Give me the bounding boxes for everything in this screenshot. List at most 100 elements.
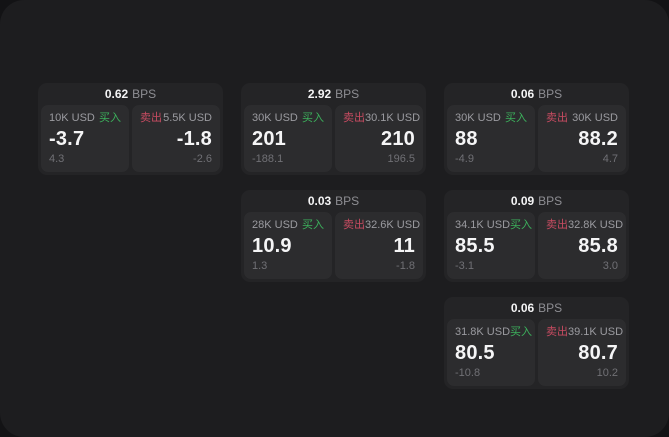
quote-panels: 30K USD 买入 201 -188.1 卖出 30.1K USD 210 1… (244, 105, 423, 172)
sell-side-label: 卖出 (546, 112, 568, 124)
sell-price: 11 (393, 235, 415, 257)
buy-panel-header: 30K USD 买入 (455, 112, 527, 125)
sell-quote-panel[interactable]: 卖出 30.1K USD 210 196.5 (335, 105, 423, 172)
sell-quote-panel[interactable]: 卖出 5.5K USD -1.8 -2.6 (132, 105, 220, 172)
sell-panel-header: 卖出 32.6K USD (343, 219, 420, 232)
buy-side-label: 买入 (302, 112, 324, 124)
buy-panel-header: 10K USD 买入 (49, 112, 121, 125)
sell-side-label: 卖出 (343, 219, 365, 231)
buy-quote-panel[interactable]: 30K USD 买入 88 -4.9 (447, 105, 535, 172)
buy-sub-value: 1.3 (252, 259, 268, 272)
buy-panel-header: 31.8K USD 买入 (455, 326, 532, 339)
sell-panel-header: 卖出 39.1K USD (546, 326, 623, 339)
buy-side-label: 买入 (505, 112, 527, 124)
sell-side-label: 卖出 (546, 219, 568, 231)
sell-notional-amount: 30.1K USD (365, 112, 421, 124)
sell-quote-panel[interactable]: 卖出 30K USD 88.2 4.7 (538, 105, 626, 172)
sell-notional-amount: 32.8K USD (568, 219, 624, 231)
quote-cards-grid: 0.62 BPS 10K USD 买入 -3.7 4.3 卖出 5.5K USD… (38, 83, 629, 389)
buy-sub-value: -188.1 (252, 152, 284, 165)
sell-notional-amount: 30K USD (572, 112, 618, 124)
buy-quote-panel[interactable]: 28K USD 买入 10.9 1.3 (244, 212, 332, 279)
quote-card: 0.09 BPS 34.1K USD 买入 85.5 -3.1 卖出 32.8K… (444, 190, 629, 282)
quote-card: 2.92 BPS 30K USD 买入 201 -188.1 卖出 30.1K … (241, 83, 426, 175)
card-header: 0.06 BPS (447, 83, 626, 105)
bps-unit-label: BPS (335, 194, 360, 208)
quote-card: 0.03 BPS 28K USD 买入 10.9 1.3 卖出 32.6K US… (241, 190, 426, 282)
bps-spread-value: 0.62 (104, 87, 129, 101)
bps-unit-label: BPS (538, 301, 563, 315)
buy-sub-value: -10.8 (455, 366, 481, 379)
buy-notional-amount: 31.8K USD (455, 326, 511, 338)
bps-spread-value: 0.06 (510, 301, 535, 315)
buy-notional-amount: 30K USD (455, 112, 501, 124)
sell-side-label: 卖出 (546, 326, 568, 338)
buy-quote-panel[interactable]: 31.8K USD 买入 80.5 -10.8 (447, 319, 535, 386)
buy-price: -3.7 (49, 128, 85, 150)
card-header: 0.06 BPS (447, 297, 626, 319)
sell-sub-value: 196.5 (387, 152, 415, 165)
quote-card: 0.06 BPS 30K USD 买入 88 -4.9 卖出 30K USD 8… (444, 83, 629, 175)
buy-side-label: 买入 (510, 219, 533, 231)
buy-price: 85.5 (455, 235, 495, 257)
sell-price: 80.7 (578, 342, 618, 364)
quote-card: 0.62 BPS 10K USD 买入 -3.7 4.3 卖出 5.5K USD… (38, 83, 223, 175)
buy-notional-amount: 28K USD (252, 219, 298, 231)
buy-quote-panel[interactable]: 10K USD 买入 -3.7 4.3 (41, 105, 129, 172)
sell-price: 210 (381, 128, 415, 150)
buy-panel-header: 34.1K USD 买入 (455, 219, 532, 232)
sell-panel-header: 卖出 5.5K USD (140, 112, 212, 125)
buy-sub-value: -3.1 (455, 259, 474, 272)
sell-side-label: 卖出 (343, 112, 365, 124)
bps-spread-value: 0.03 (307, 194, 332, 208)
quote-panels: 31.8K USD 买入 80.5 -10.8 卖出 39.1K USD 80.… (447, 319, 626, 386)
card-header: 0.03 BPS (244, 190, 423, 212)
sell-price: 88.2 (578, 128, 618, 150)
buy-price: 80.5 (455, 342, 495, 364)
sell-sub-value: 3.0 (602, 259, 618, 272)
buy-price: 88 (455, 128, 478, 150)
buy-side-label: 买入 (99, 112, 121, 124)
buy-panel-header: 28K USD 买入 (252, 219, 324, 232)
quote-panels: 34.1K USD 买入 85.5 -3.1 卖出 32.8K USD 85.8… (447, 212, 626, 279)
buy-quote-panel[interactable]: 30K USD 买入 201 -188.1 (244, 105, 332, 172)
sell-quote-panel[interactable]: 卖出 32.6K USD 11 -1.8 (335, 212, 423, 279)
buy-sub-value: 4.3 (49, 152, 65, 165)
buy-quote-panel[interactable]: 34.1K USD 买入 85.5 -3.1 (447, 212, 535, 279)
sell-notional-amount: 32.6K USD (365, 219, 421, 231)
buy-price: 201 (252, 128, 286, 150)
sell-notional-amount: 5.5K USD (163, 112, 212, 124)
bps-unit-label: BPS (132, 87, 157, 101)
buy-price: 10.9 (252, 235, 292, 257)
buy-panel-header: 30K USD 买入 (252, 112, 324, 125)
sell-sub-value: -1.8 (396, 259, 415, 272)
sell-sub-value: 10.2 (596, 366, 618, 379)
sell-sub-value: -2.6 (193, 152, 212, 165)
bps-spread-value: 0.09 (510, 194, 535, 208)
bps-spread-value: 0.06 (510, 87, 535, 101)
quote-panels: 28K USD 买入 10.9 1.3 卖出 32.6K USD 11 -1.8 (244, 212, 423, 279)
sell-sub-value: 4.7 (602, 152, 618, 165)
sell-price: -1.8 (176, 128, 212, 150)
sell-side-label: 卖出 (140, 112, 162, 124)
sell-quote-panel[interactable]: 卖出 39.1K USD 80.7 10.2 (538, 319, 626, 386)
bps-spread-value: 2.92 (307, 87, 332, 101)
sell-notional-amount: 39.1K USD (568, 326, 624, 338)
buy-side-label: 买入 (302, 219, 324, 231)
sell-panel-header: 卖出 32.8K USD (546, 219, 623, 232)
buy-side-label: 买入 (510, 326, 533, 338)
card-header: 0.09 BPS (447, 190, 626, 212)
bps-unit-label: BPS (538, 194, 563, 208)
sell-price: 85.8 (578, 235, 618, 257)
bps-unit-label: BPS (335, 87, 360, 101)
sell-quote-panel[interactable]: 卖出 32.8K USD 85.8 3.0 (538, 212, 626, 279)
quote-panels: 10K USD 买入 -3.7 4.3 卖出 5.5K USD -1.8 -2.… (41, 105, 220, 172)
buy-notional-amount: 10K USD (49, 112, 95, 124)
sell-panel-header: 卖出 30.1K USD (343, 112, 420, 125)
buy-sub-value: -4.9 (455, 152, 474, 165)
card-header: 0.62 BPS (41, 83, 220, 105)
quote-card: 0.06 BPS 31.8K USD 买入 80.5 -10.8 卖出 39.1… (444, 297, 629, 389)
buy-notional-amount: 34.1K USD (455, 219, 511, 231)
bps-unit-label: BPS (538, 87, 563, 101)
